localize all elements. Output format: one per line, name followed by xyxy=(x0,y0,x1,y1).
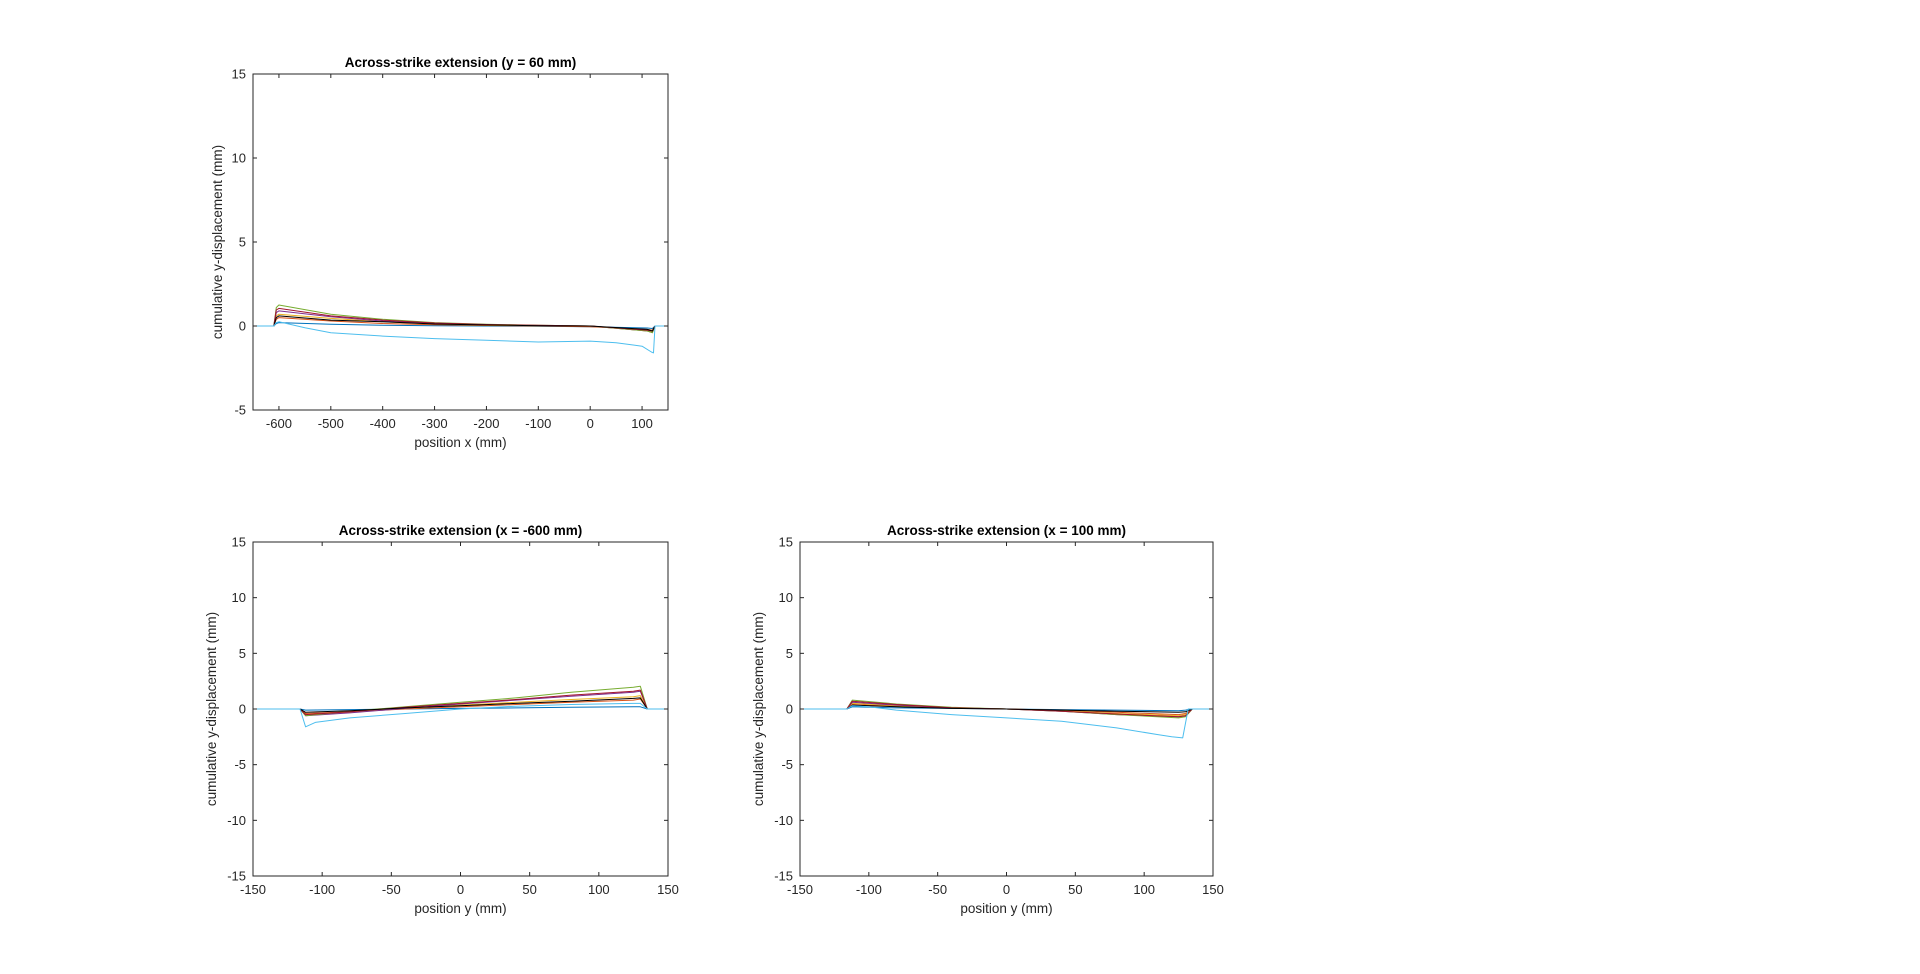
y-tick-label: 10 xyxy=(232,590,246,605)
series-group xyxy=(800,699,1213,739)
chart-title: Across-strike extension (x = 100 mm) xyxy=(887,523,1126,538)
x-tick-label: -400 xyxy=(370,416,396,431)
y-axis-label: cumulative y-displacement (mm) xyxy=(751,612,766,806)
y-tick-label: 0 xyxy=(239,702,246,717)
y-tick-label: 0 xyxy=(239,319,246,334)
x-tick-label: -300 xyxy=(422,416,448,431)
y-tick-label: 15 xyxy=(232,67,246,82)
series-line-6 xyxy=(253,689,668,716)
x-tick-label: 100 xyxy=(1133,882,1155,897)
series-line-7 xyxy=(253,697,668,713)
series-line-8 xyxy=(800,705,1213,739)
x-axis-label: position x (mm) xyxy=(414,435,506,450)
y-tick-label: 0 xyxy=(786,702,793,717)
x-tick-label: 0 xyxy=(1003,882,1010,897)
x-tick-label: -100 xyxy=(525,416,551,431)
y-tick-label: -15 xyxy=(227,869,246,884)
y-axis-label: cumulative y-displacement (mm) xyxy=(204,612,219,806)
y-tick-label: 10 xyxy=(232,151,246,166)
y-tick-label: 5 xyxy=(239,646,246,661)
x-tick-label: 150 xyxy=(657,882,679,897)
x-tick-label: -100 xyxy=(856,882,882,897)
x-axis-label: position y (mm) xyxy=(414,901,506,916)
x-tick-label: 0 xyxy=(587,416,594,431)
y-tick-label: -5 xyxy=(234,403,246,418)
x-tick-label: 0 xyxy=(457,882,464,897)
series-line-8 xyxy=(253,321,668,354)
x-tick-label: 50 xyxy=(522,882,536,897)
x-tick-label: 100 xyxy=(631,416,653,431)
chart-title: Across-strike extension (y = 60 mm) xyxy=(345,55,576,70)
x-tick-label: -600 xyxy=(266,416,292,431)
y-axis-label: cumulative y-displacement (mm) xyxy=(210,145,225,339)
x-tick-label: -150 xyxy=(240,882,266,897)
y-tick-label: 10 xyxy=(779,590,793,605)
series-group xyxy=(253,685,668,728)
series-line-7 xyxy=(253,315,668,332)
y-tick-label: 5 xyxy=(786,646,793,661)
y-tick-label: -5 xyxy=(234,757,246,772)
y-tick-label: -5 xyxy=(781,757,793,772)
series-line-1 xyxy=(253,322,668,329)
x-tick-label: 50 xyxy=(1068,882,1082,897)
x-tick-label: 100 xyxy=(588,882,610,897)
x-tick-label: -100 xyxy=(309,882,335,897)
series-line-8 xyxy=(253,702,668,728)
y-tick-label: 15 xyxy=(232,535,246,550)
x-tick-label: -200 xyxy=(473,416,499,431)
y-tick-label: -15 xyxy=(774,869,793,884)
chart-top-left: Across-strike extension (y = 60 mm) posi… xyxy=(210,55,669,450)
chart-bottom-right: Across-strike extension (x = 100 mm) pos… xyxy=(751,523,1224,916)
chart-bottom-left: Across-strike extension (x = -600 mm) po… xyxy=(204,523,679,916)
chart-title: Across-strike extension (x = -600 mm) xyxy=(339,523,582,538)
series-line-1 xyxy=(253,706,668,711)
x-tick-label: -500 xyxy=(318,416,344,431)
x-tick-label: 150 xyxy=(1202,882,1224,897)
y-tick-label: 5 xyxy=(239,235,246,250)
x-tick-label: -50 xyxy=(928,882,947,897)
x-tick-label: -150 xyxy=(787,882,813,897)
y-tick-label: 15 xyxy=(779,535,793,550)
series-group xyxy=(253,304,668,354)
series-line-5 xyxy=(253,685,668,717)
x-tick-label: -50 xyxy=(382,882,401,897)
y-tick-label: -10 xyxy=(774,813,793,828)
y-tick-label: -10 xyxy=(227,813,246,828)
x-axis-label: position y (mm) xyxy=(960,901,1052,916)
